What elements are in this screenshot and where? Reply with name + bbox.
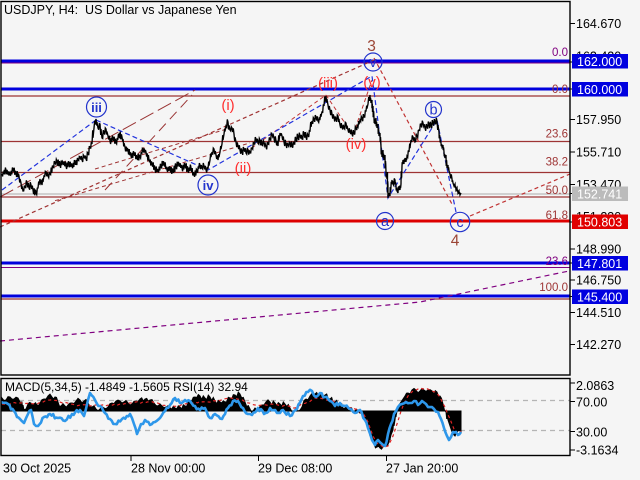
svg-text:160.000: 160.000	[577, 83, 622, 97]
svg-text:c: c	[456, 215, 463, 231]
svg-text:27 Jan 20:00: 27 Jan 20:00	[386, 462, 458, 476]
svg-text:147.801: 147.801	[577, 257, 622, 271]
svg-text:(iv): (iv)	[346, 136, 367, 153]
svg-text:30 Oct 2025: 30 Oct 2025	[3, 462, 71, 476]
svg-text:iii: iii	[91, 100, 102, 115]
svg-text:50.0: 50.0	[546, 185, 568, 197]
svg-text:MACD(5,34,5) -1.4849 -1.5605 R: MACD(5,34,5) -1.4849 -1.5605 RSI(14) 32.…	[5, 380, 248, 394]
svg-text:(iii): (iii)	[318, 75, 338, 92]
svg-text:29 Dec 08:00: 29 Dec 08:00	[258, 462, 332, 476]
svg-text:2.0863: 2.0863	[576, 379, 614, 393]
svg-text:157.950: 157.950	[576, 113, 621, 127]
svg-text:a: a	[381, 214, 390, 230]
svg-text:150.803: 150.803	[577, 216, 622, 230]
svg-text:38.2: 38.2	[546, 157, 568, 169]
svg-text:164.670: 164.670	[576, 17, 621, 31]
svg-text:v: v	[369, 55, 377, 71]
svg-text:23.6: 23.6	[546, 129, 568, 141]
svg-text:28 Nov 00:00: 28 Nov 00:00	[131, 462, 205, 476]
svg-text:142.270: 142.270	[576, 338, 621, 352]
svg-text:23.6: 23.6	[546, 256, 568, 268]
svg-text:(ii): (ii)	[235, 160, 252, 177]
svg-text:144.510: 144.510	[576, 306, 621, 320]
svg-text:100.0: 100.0	[539, 282, 568, 294]
svg-text:145.400: 145.400	[577, 291, 622, 305]
svg-text:-3.1634: -3.1634	[576, 444, 618, 458]
svg-text:70.00: 70.00	[576, 396, 607, 410]
svg-text:162.000: 162.000	[577, 55, 622, 69]
svg-text:148.990: 148.990	[576, 243, 621, 257]
svg-text:146.750: 146.750	[576, 274, 621, 288]
svg-text:61.8: 61.8	[546, 210, 568, 222]
svg-text:0.0: 0.0	[552, 47, 568, 59]
svg-text:iv: iv	[203, 178, 215, 193]
svg-text:3: 3	[367, 38, 376, 55]
svg-text:(i): (i)	[221, 97, 234, 114]
svg-text:30.00: 30.00	[576, 426, 607, 440]
svg-text:152.741: 152.741	[577, 188, 622, 202]
svg-text:0.0: 0.0	[552, 84, 568, 96]
svg-text:4: 4	[451, 233, 460, 250]
svg-text:(v): (v)	[363, 74, 381, 91]
svg-text:155.710: 155.710	[576, 146, 621, 160]
svg-text:b: b	[429, 103, 437, 119]
svg-text:USDJPY, H4: US Dollar vs Japa: USDJPY, H4: US Dollar vs Japanese Yen	[4, 3, 237, 17]
